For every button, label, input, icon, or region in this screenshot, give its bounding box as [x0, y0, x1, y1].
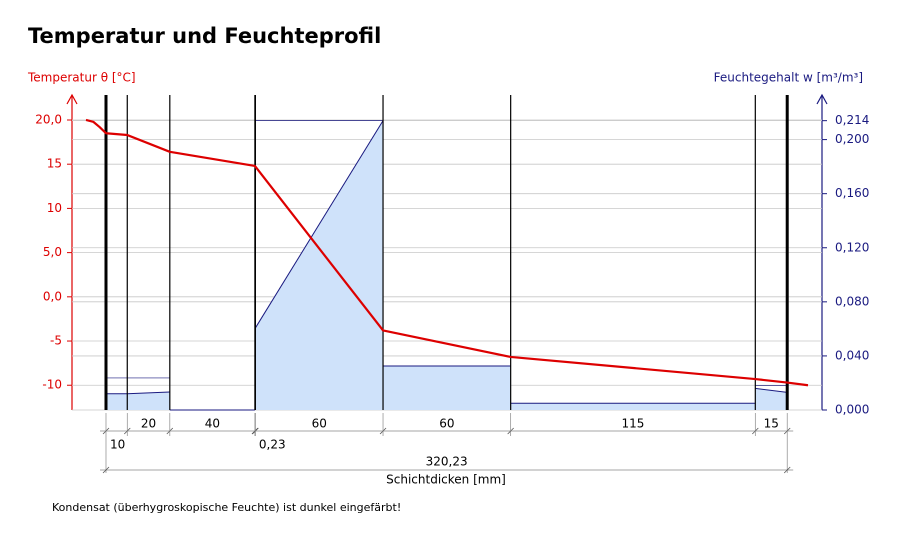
dimension-slash [783, 466, 791, 474]
y-tick-label: 15 [47, 157, 62, 171]
y2-tick-label: 0,160 [835, 186, 869, 200]
y-tick-label: -10 [42, 378, 62, 392]
moisture-area [127, 392, 170, 410]
layer-label: 15 [764, 417, 779, 431]
y2-axis-label: Feuchtegehalt w [m³/m³] [714, 71, 863, 85]
moisture-area [383, 366, 511, 410]
y2-tick-label: 0,040 [835, 348, 869, 362]
moisture-area [510, 403, 756, 410]
moisture-line [254, 120, 384, 329]
y-tick-label: 20,0 [35, 112, 62, 126]
y2-axis-arrow [816, 93, 828, 105]
chart-title: Temperatur und Feuchteprofil [28, 24, 381, 48]
y-axis-label: Temperatur θ [°C] [27, 71, 136, 85]
y2-tick-label: 0,200 [835, 132, 869, 146]
layer-label: 20 [141, 417, 156, 431]
y-tick-label: 0,0 [43, 289, 62, 303]
layer-label: 0,23 [259, 438, 286, 452]
layer-label: 10 [110, 438, 125, 452]
y-tick-label: 10 [47, 201, 62, 215]
moisture-area [755, 388, 788, 410]
moisture-line [755, 387, 788, 393]
y2-tick-label: 0,080 [835, 294, 869, 308]
x-axis-label: Schichtdicken [mm] [386, 473, 506, 487]
footnote: Kondensat (überhygroskopische Feuchte) i… [52, 501, 401, 514]
temperature-line [85, 118, 809, 387]
y-tick-label: 5,0 [43, 245, 62, 259]
y-tick-label: -5 [50, 334, 62, 348]
moisture-line [127, 391, 170, 395]
layer-label: 60 [312, 417, 327, 431]
total-label: 320,23 [426, 455, 468, 469]
layer-label: 40 [205, 417, 220, 431]
layer-label: 60 [439, 417, 454, 431]
layer-label: 115 [622, 417, 645, 431]
y-axis-arrow [66, 93, 78, 105]
dimension-slash [102, 466, 110, 474]
moisture-area [255, 120, 384, 411]
y2-tick-label: 0,120 [835, 240, 869, 254]
moisture-area [105, 393, 128, 410]
y2-tick-label: 0,000 [835, 403, 869, 417]
y2-tick-label: 0,214 [835, 113, 869, 127]
